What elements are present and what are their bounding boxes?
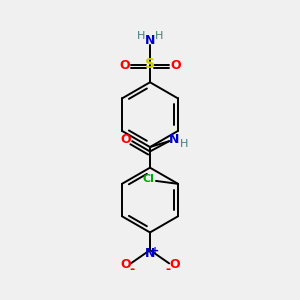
Text: N: N [145,247,155,260]
Text: +: + [151,246,159,256]
Text: O: O [169,258,180,271]
Text: H: H [137,31,146,41]
Text: O: O [120,258,131,271]
Text: -: - [165,263,170,276]
Text: O: O [170,59,181,72]
Text: N: N [145,34,155,47]
Text: O: O [119,59,130,72]
Text: O: O [120,133,131,146]
Text: N: N [169,134,180,146]
Text: -: - [130,263,135,276]
Text: H: H [154,31,163,41]
Text: S: S [145,57,155,71]
Text: Cl: Cl [143,174,154,184]
Text: H: H [180,139,189,148]
